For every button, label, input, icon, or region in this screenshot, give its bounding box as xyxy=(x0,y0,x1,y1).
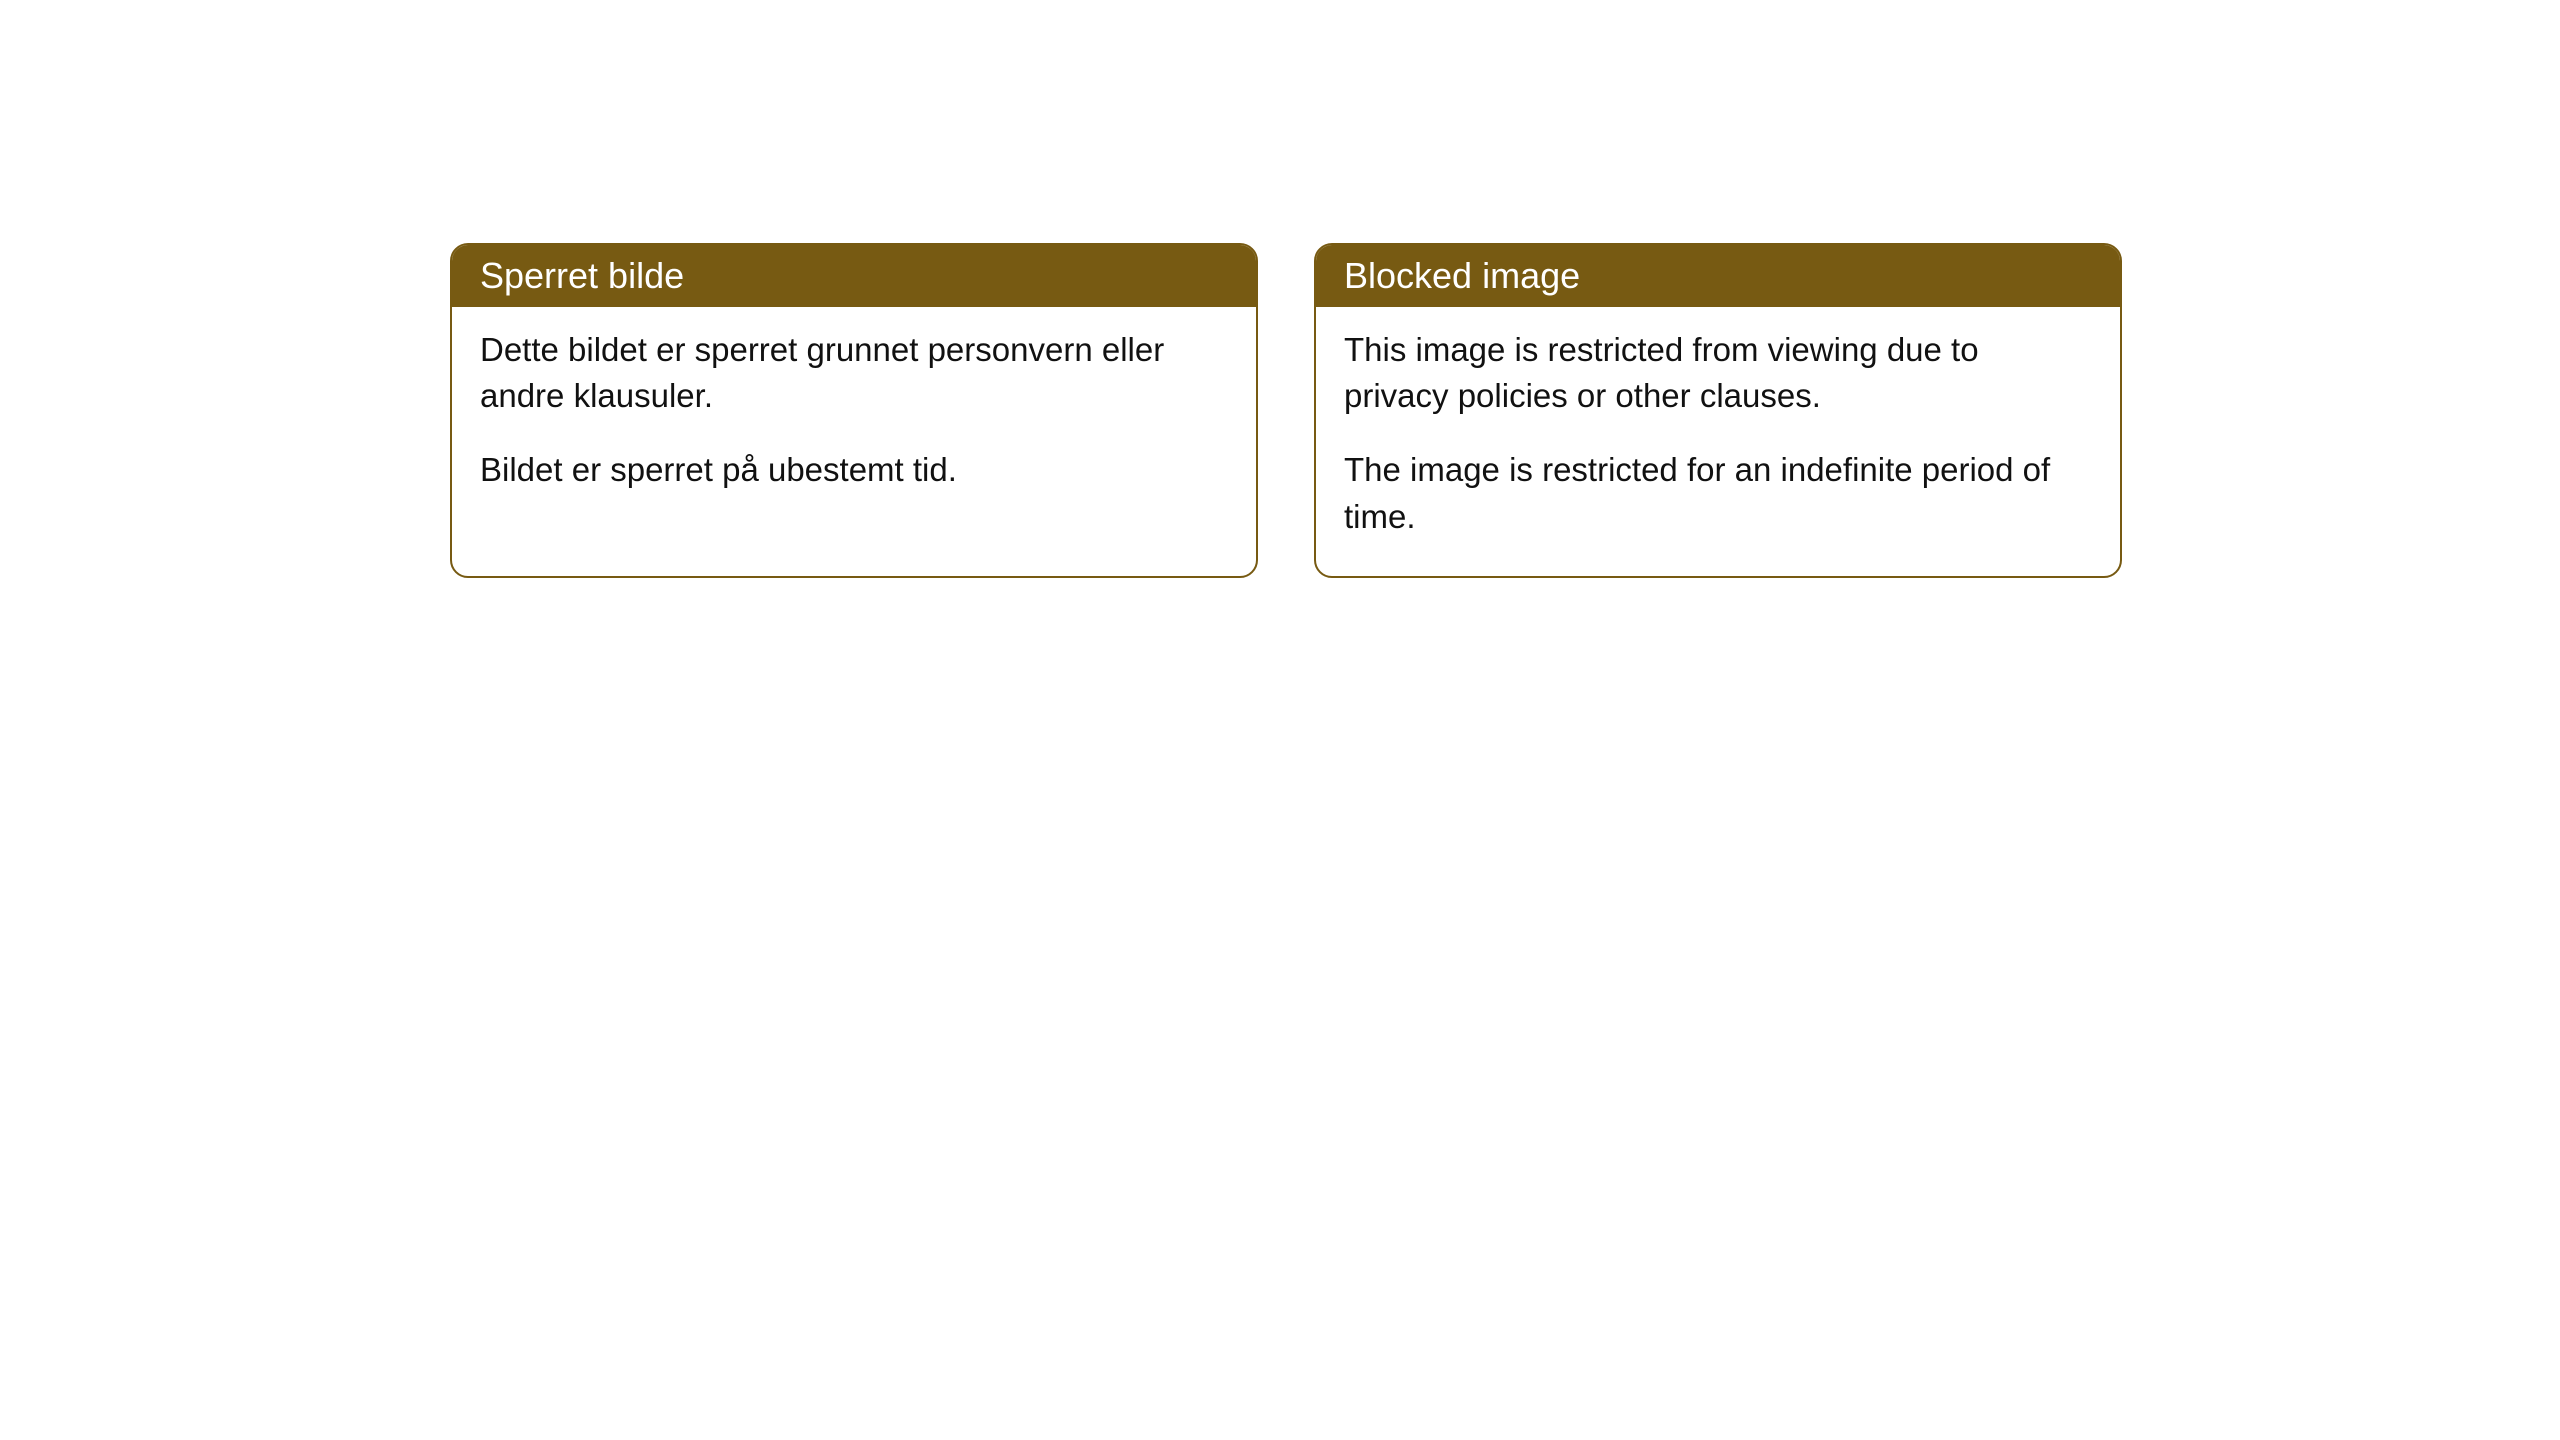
card-body: This image is restricted from viewing du… xyxy=(1316,307,2120,576)
card-paragraph: The image is restricted for an indefinit… xyxy=(1344,447,2092,539)
card-header: Blocked image xyxy=(1316,245,2120,307)
card-paragraph: This image is restricted from viewing du… xyxy=(1344,327,2092,419)
notice-card-english: Blocked image This image is restricted f… xyxy=(1314,243,2122,578)
card-title: Blocked image xyxy=(1344,255,1580,296)
card-paragraph: Bildet er sperret på ubestemt tid. xyxy=(480,447,1228,493)
card-header: Sperret bilde xyxy=(452,245,1256,307)
card-paragraph: Dette bildet er sperret grunnet personve… xyxy=(480,327,1228,419)
notice-card-norwegian: Sperret bilde Dette bildet er sperret gr… xyxy=(450,243,1258,578)
notice-cards-container: Sperret bilde Dette bildet er sperret gr… xyxy=(450,243,2122,578)
card-body: Dette bildet er sperret grunnet personve… xyxy=(452,307,1256,530)
card-title: Sperret bilde xyxy=(480,255,684,296)
